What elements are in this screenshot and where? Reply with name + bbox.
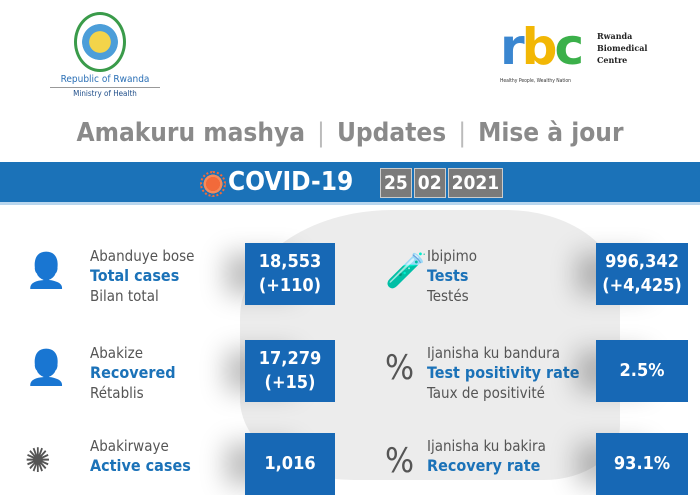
person-virus-icon: 👤 bbox=[25, 251, 68, 291]
percent-test-tubes-icon: % bbox=[385, 348, 415, 388]
stat-label: Abanduye bose Total cases Bilan total bbox=[90, 246, 194, 306]
date-display: 25 02 2021 bbox=[380, 168, 504, 198]
stat-value-box: 17,279 (+15) bbox=[245, 340, 335, 402]
stat-label-fr: Taux de positivité bbox=[427, 384, 545, 402]
stat-value-box: 93.1% bbox=[596, 433, 688, 495]
stat-label-en: Recovery rate bbox=[427, 456, 541, 475]
stat-label: Abakirwaye Active cases bbox=[90, 436, 191, 476]
patient-virus-icon: ✺ bbox=[25, 441, 51, 481]
stat-label: Abakize Recovered Rétablis bbox=[90, 343, 176, 403]
stat-value-box: 996,342 (+4,425) bbox=[596, 243, 688, 305]
stat-value-box: 1,016 bbox=[245, 433, 335, 495]
moh-line1: Republic of Rwanda bbox=[50, 74, 160, 88]
title-rw: Amakuru mashya bbox=[76, 118, 306, 148]
covid-label: COVID-19 bbox=[228, 167, 354, 197]
stat-value: 1,016 bbox=[264, 453, 316, 474]
stat-value: 2.5% bbox=[619, 360, 665, 381]
stat-value: 93.1% bbox=[613, 453, 671, 474]
rbc-logo: rbc bbox=[500, 18, 584, 76]
title-en: Updates bbox=[336, 118, 447, 148]
person-shield-heart-icon: 👤 bbox=[25, 348, 68, 388]
moh-line2: Ministry of Health bbox=[73, 89, 137, 98]
stat-label-rw: Ibipimo bbox=[427, 247, 478, 265]
covid-band bbox=[0, 162, 700, 205]
virus-icon bbox=[200, 171, 226, 197]
stat-label: Ijanisha ku bandura Test positivity rate… bbox=[427, 343, 579, 403]
stat-label-en: Recovered bbox=[90, 363, 176, 382]
stat-label-fr: Bilan total bbox=[90, 287, 159, 305]
stat-value: 996,342 bbox=[605, 251, 679, 272]
stat-label-rw: Abakize bbox=[90, 344, 144, 362]
stat-label: Ijanisha ku bakira Recovery rate bbox=[427, 436, 546, 476]
stat-label-rw: Abakirwaye bbox=[90, 437, 169, 455]
stat-label-fr: Rétablis bbox=[90, 384, 144, 402]
stat-value-box: 18,553 (+110) bbox=[245, 243, 335, 305]
test-tube-icon: 🧪 bbox=[385, 251, 428, 291]
date-day: 25 bbox=[380, 168, 412, 198]
page-title: Amakuru mashya | Updates | Mise à jour bbox=[76, 118, 624, 148]
stat-label-rw: Abanduye bose bbox=[90, 247, 195, 265]
date-month: 02 bbox=[413, 168, 446, 198]
stat-label-en: Test positivity rate bbox=[427, 363, 580, 382]
stat-label-en: Total cases bbox=[90, 266, 180, 285]
rbc-tagline: Healthy People, Wealthy Nation bbox=[500, 78, 572, 84]
stat-label-rw: Ijanisha ku bakira bbox=[427, 437, 546, 455]
stat-delta: (+110) bbox=[258, 275, 322, 296]
stat-label-en: Active cases bbox=[90, 456, 191, 475]
stat-label-en: Tests bbox=[427, 266, 469, 285]
rbc-name-2: Biomedical bbox=[597, 43, 648, 53]
stat-delta: (+4,425) bbox=[602, 275, 682, 296]
stat-label-fr: Testés bbox=[427, 287, 469, 305]
rbc-name-1: Rwanda bbox=[597, 31, 633, 41]
title-fr: Mise à jour bbox=[478, 118, 624, 148]
rwanda-seal-logo bbox=[74, 12, 126, 72]
stat-label-rw: Ijanisha ku bandura bbox=[427, 344, 560, 362]
percent-shield-icon: % bbox=[385, 441, 415, 481]
rbc-name: Rwanda Biomedical Centre bbox=[597, 30, 647, 66]
stat-delta: (+15) bbox=[264, 372, 316, 393]
stat-value: 18,553 bbox=[258, 251, 322, 272]
stat-value: 17,279 bbox=[258, 348, 322, 369]
rbc-name-3: Centre bbox=[597, 55, 628, 65]
stat-value-box: 2.5% bbox=[596, 340, 688, 402]
date-year: 2021 bbox=[447, 168, 504, 198]
stat-label: Ibipimo Tests Testés bbox=[427, 246, 477, 306]
